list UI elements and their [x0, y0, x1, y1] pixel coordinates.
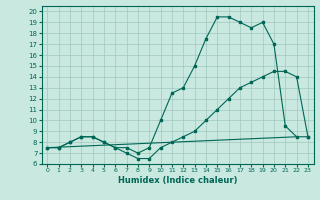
X-axis label: Humidex (Indice chaleur): Humidex (Indice chaleur): [118, 176, 237, 185]
